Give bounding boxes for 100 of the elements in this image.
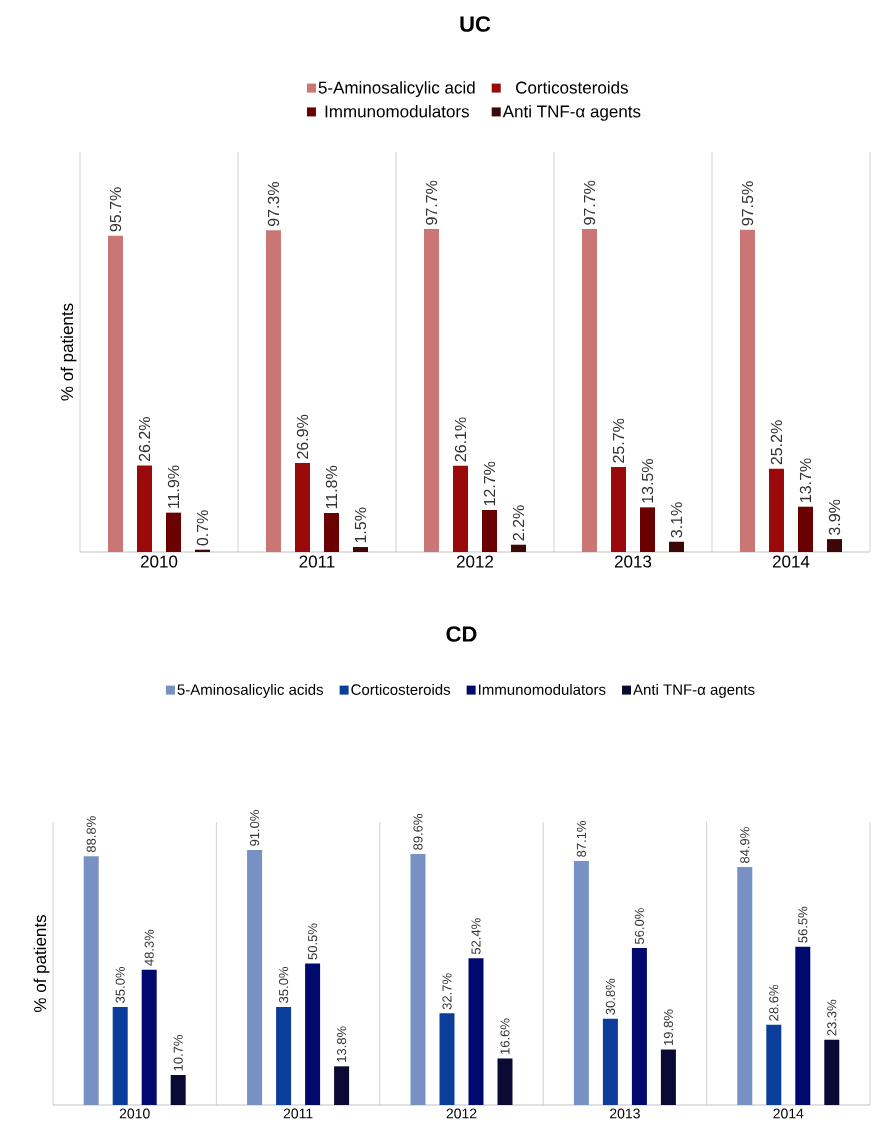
bar [410, 853, 426, 1105]
data-label: 0.7% [196, 510, 209, 546]
data-label: 26.1% [454, 417, 467, 462]
bar [497, 1058, 513, 1105]
data-label: 25.7% [612, 418, 625, 463]
bar [826, 539, 842, 552]
bar [324, 512, 339, 552]
bar [737, 867, 753, 1105]
data-label: 3.1% [670, 502, 683, 538]
bar [481, 510, 497, 552]
data-label: 32.7% [442, 973, 452, 1010]
data-label: 52.4% [471, 918, 481, 955]
data-label: 95.7% [109, 187, 122, 232]
legend-label: 5-Aminosalicylic acid [318, 81, 475, 98]
x-tick-label: 2011 [299, 555, 335, 568]
data-label: 28.6% [769, 984, 779, 1021]
legend-label: 5-Aminosalicylic acids [177, 683, 324, 698]
data-label: 11.9% [167, 465, 180, 508]
data-label: 26.2% [138, 417, 151, 462]
data-label: 35.0% [278, 966, 289, 1003]
y-axis-title: % of patients [33, 914, 50, 1013]
bar [423, 229, 439, 552]
bar [581, 229, 597, 552]
x-tick-label: 2011 [283, 1108, 313, 1119]
bar [439, 1013, 455, 1105]
legend-label: Corticosteroids [516, 81, 628, 94]
data-label: 56.0% [634, 908, 644, 945]
data-label: 13.8% [336, 1026, 347, 1062]
x-tick-label: 2013 [610, 1108, 640, 1119]
data-label: 35.0% [115, 966, 125, 1003]
bar [452, 465, 468, 552]
data-label: 91.0% [249, 810, 260, 846]
data-label: 50.5% [307, 923, 318, 960]
bar [247, 850, 263, 1105]
chart-title: UC [460, 16, 491, 32]
data-label: 30.8% [605, 978, 615, 1015]
data-label: 89.6% [413, 814, 423, 850]
legend-label: Anti TNF-α agents [633, 683, 755, 698]
data-label: 3.9% [828, 499, 841, 535]
data-label: 13.5% [641, 459, 654, 503]
data-label: 12.7% [483, 461, 496, 506]
bar [353, 547, 368, 552]
legend-label: Immunomodulators [325, 105, 469, 118]
bar [170, 1075, 186, 1105]
bar [824, 1039, 840, 1105]
data-label: 56.5% [798, 906, 808, 943]
chart-title: CD [446, 626, 477, 642]
data-label: 2.2% [512, 505, 525, 541]
data-label: 25.2% [770, 420, 783, 465]
data-label: 19.8% [663, 1009, 673, 1045]
bar [768, 468, 784, 552]
data-label: 11.8% [325, 465, 338, 509]
bar [573, 860, 589, 1105]
data-label: 13.7% [799, 458, 812, 502]
bar [276, 1006, 292, 1105]
bar [141, 969, 157, 1105]
bar [83, 856, 99, 1105]
bar [797, 506, 813, 552]
bar [795, 946, 811, 1105]
bar [112, 1006, 128, 1105]
bar [739, 229, 755, 552]
data-label: 97.3% [267, 182, 280, 227]
x-tick-label: 2013 [614, 555, 652, 568]
bar [266, 230, 281, 552]
data-label: 1.5% [354, 507, 367, 543]
bar [639, 507, 655, 552]
x-tick-label: 2012 [456, 555, 494, 568]
data-label: 16.6% [500, 1018, 510, 1054]
data-label: 97.7% [425, 180, 438, 225]
x-tick-label: 2012 [446, 1108, 477, 1119]
bar [510, 544, 526, 552]
x-tick-label: 2014 [772, 555, 810, 568]
bar [631, 948, 647, 1105]
y-axis-title: % of patients [60, 303, 77, 401]
bar [766, 1024, 782, 1105]
data-label: 87.1% [576, 821, 586, 857]
data-label: 23.3% [827, 999, 837, 1036]
data-label: 26.9% [296, 414, 309, 459]
x-tick-label: 2014 [773, 1108, 804, 1119]
bar [610, 467, 626, 552]
data-label: 97.7% [583, 180, 596, 225]
data-label: 84.9% [740, 827, 750, 864]
legend-label: Anti TNF-α agents [502, 105, 641, 121]
x-tick-label: 2010 [140, 555, 178, 568]
legend-label: Corticosteroids [351, 683, 451, 695]
data-label: 10.7% [173, 1035, 183, 1071]
bar [137, 465, 152, 552]
x-tick-label: 2010 [119, 1108, 150, 1119]
data-label: 48.3% [144, 929, 154, 966]
bar [660, 1049, 676, 1105]
data-label: 88.8% [86, 816, 96, 853]
bar [468, 958, 484, 1105]
bar [602, 1018, 618, 1105]
bar [108, 235, 123, 552]
bar [305, 963, 321, 1105]
bar [668, 541, 684, 552]
bar [334, 1066, 350, 1105]
legend-label: Immunomodulators [479, 683, 606, 695]
data-label: 97.5% [741, 181, 754, 226]
bar [166, 512, 181, 552]
